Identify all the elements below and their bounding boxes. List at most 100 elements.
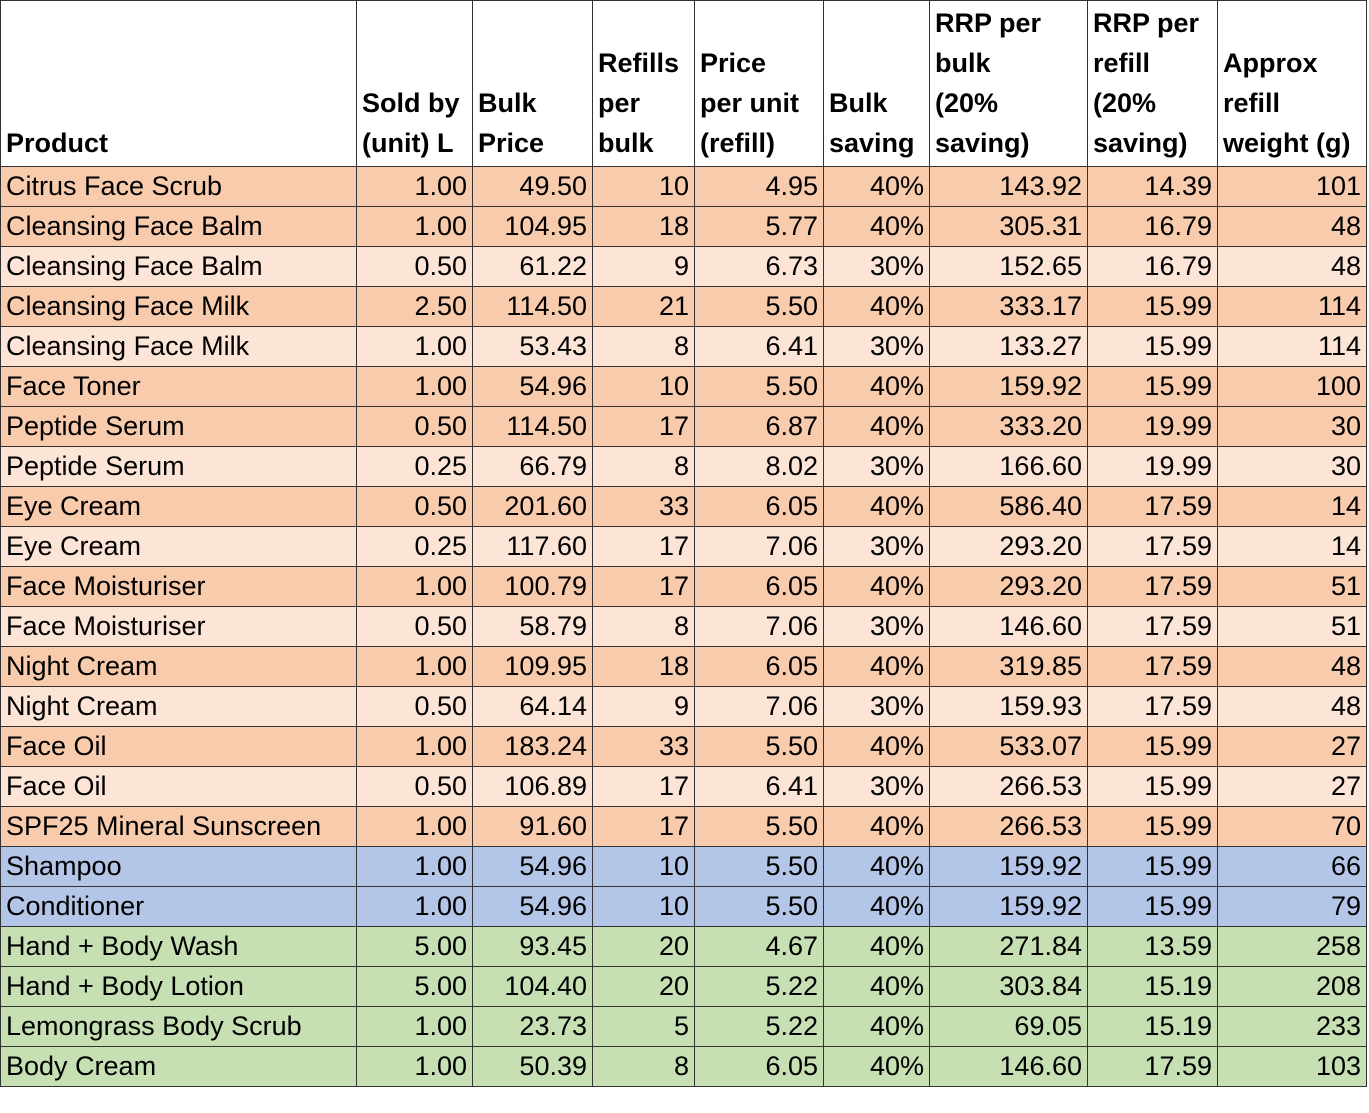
value-cell: 30%: [823, 246, 930, 287]
value-cell: 100: [1217, 366, 1367, 407]
value-cell: 1.00: [356, 646, 473, 687]
product-cell: Peptide Serum: [0, 446, 357, 487]
value-cell: 69.05: [929, 1006, 1088, 1047]
value-cell: 51: [1217, 606, 1367, 647]
value-cell: 233: [1217, 1006, 1367, 1047]
value-cell: 114: [1217, 326, 1367, 367]
value-cell: 14: [1217, 526, 1367, 567]
table-row: Eye Cream 0.25 117.60 17 7.06 30% 293.20 17.59 1…: [0, 526, 1367, 567]
value-cell: 9: [592, 246, 695, 287]
header-text: Bulk: [829, 88, 888, 118]
value-cell: 49.50: [472, 166, 593, 207]
value-cell: 40%: [823, 566, 930, 607]
value-cell: 293.20: [929, 526, 1088, 567]
value-cell: 293.20: [929, 566, 1088, 607]
value-cell: 5.50: [694, 886, 824, 927]
value-cell: 30%: [823, 446, 930, 487]
value-cell: 5.22: [694, 966, 824, 1007]
table-row: Face Oil 1.00 183.24 33 5.50 40% 533.07 15.99 27: [0, 726, 1367, 767]
product-cell: Face Oil: [0, 726, 357, 767]
value-cell: 6.87: [694, 406, 824, 447]
header-row: Product Sold by (unit) L Bulk Price Refills pe…: [0, 0, 1367, 167]
header-text: (refill): [700, 128, 776, 158]
table-row: Peptide Serum 0.25 66.79 8 8.02 30% 166.60 19.9…: [0, 446, 1367, 487]
value-cell: 15.99: [1087, 806, 1218, 847]
product-cell: Night Cream: [0, 646, 357, 687]
value-cell: 5.50: [694, 726, 824, 767]
value-cell: 40%: [823, 366, 930, 407]
value-cell: 0.50: [356, 686, 473, 727]
value-cell: 17.59: [1087, 566, 1218, 607]
value-cell: 106.89: [472, 766, 593, 807]
value-cell: 27: [1217, 766, 1367, 807]
value-cell: 201.60: [472, 486, 593, 527]
value-cell: 5.00: [356, 926, 473, 967]
value-cell: 333.20: [929, 406, 1088, 447]
value-cell: 6.05: [694, 646, 824, 687]
value-cell: 114.50: [472, 286, 593, 327]
value-cell: 1.00: [356, 846, 473, 887]
value-cell: 10: [592, 846, 695, 887]
value-cell: 61.22: [472, 246, 593, 287]
value-cell: 133.27: [929, 326, 1088, 367]
value-cell: 5.00: [356, 966, 473, 1007]
header-text: RRP per: [1093, 8, 1200, 38]
table-row: Hand + Body Lotion 5.00 104.40 20 5.22 40% 303…: [0, 966, 1367, 1007]
value-cell: 1.00: [356, 806, 473, 847]
value-cell: 1.00: [356, 366, 473, 407]
value-cell: 58.79: [472, 606, 593, 647]
value-cell: 8.02: [694, 446, 824, 487]
value-cell: 40%: [823, 966, 930, 1007]
value-cell: 17.59: [1087, 686, 1218, 727]
value-cell: 14: [1217, 486, 1367, 527]
value-cell: 0.50: [356, 406, 473, 447]
value-cell: 40%: [823, 1046, 930, 1087]
value-cell: 40%: [823, 646, 930, 687]
value-cell: 33: [592, 486, 695, 527]
value-cell: 40%: [823, 886, 930, 927]
value-cell: 1.00: [356, 1046, 473, 1087]
header-cell: Sold by (unit) L: [356, 0, 473, 167]
value-cell: 333.17: [929, 286, 1088, 327]
table-row: Face Oil 0.50 106.89 17 6.41 30% 266.53 15.99 27: [0, 766, 1367, 807]
table-row: Citrus Face Scrub 1.00 49.50 10 4.95 40% 143.9…: [0, 166, 1367, 207]
value-cell: 1.00: [356, 326, 473, 367]
value-cell: 64.14: [472, 686, 593, 727]
value-cell: 319.85: [929, 646, 1088, 687]
value-cell: 15.99: [1087, 366, 1218, 407]
value-cell: 208: [1217, 966, 1367, 1007]
value-cell: 18: [592, 206, 695, 247]
product-cell: Cleansing Face Balm: [0, 246, 357, 287]
product-cell: Shampoo: [0, 846, 357, 887]
product-cell: Peptide Serum: [0, 406, 357, 447]
product-cell: Cleansing Face Milk: [0, 326, 357, 367]
value-cell: 48: [1217, 246, 1367, 287]
value-cell: 5: [592, 1006, 695, 1047]
table-row: Conditioner 1.00 54.96 10 5.50 40% 159.92 15.99…: [0, 886, 1367, 927]
product-cell: Face Moisturiser: [0, 606, 357, 647]
value-cell: 19.99: [1087, 446, 1218, 487]
value-cell: 6.73: [694, 246, 824, 287]
table-body: Citrus Face Scrub 1.00 49.50 10 4.95 40% 143.9…: [0, 166, 1367, 1087]
value-cell: 40%: [823, 846, 930, 887]
value-cell: 14.39: [1087, 166, 1218, 207]
header-cell: Product: [0, 0, 357, 167]
header-cell: RRP per bulk (20% saving): [929, 0, 1088, 167]
product-cell: SPF25 Mineral Sunscreen: [0, 806, 357, 847]
product-cell: Conditioner: [0, 886, 357, 927]
value-cell: 15.19: [1087, 1006, 1218, 1047]
table-row: Cleansing Face Milk 1.00 53.43 8 6.41 30% 133.…: [0, 326, 1367, 367]
value-cell: 103: [1217, 1046, 1367, 1087]
header-text: refill: [1093, 48, 1151, 78]
value-cell: 17.59: [1087, 646, 1218, 687]
value-cell: 15.99: [1087, 726, 1218, 767]
product-cell: Face Moisturiser: [0, 566, 357, 607]
value-cell: 17: [592, 806, 695, 847]
header-cell: Price per unit (refill): [694, 0, 824, 167]
value-cell: 1.00: [356, 206, 473, 247]
value-cell: 40%: [823, 486, 930, 527]
value-cell: 5.50: [694, 286, 824, 327]
value-cell: 17: [592, 766, 695, 807]
table-row: Shampoo 1.00 54.96 10 5.50 40% 159.92 15.99 66: [0, 846, 1367, 887]
value-cell: 50.39: [472, 1046, 593, 1087]
